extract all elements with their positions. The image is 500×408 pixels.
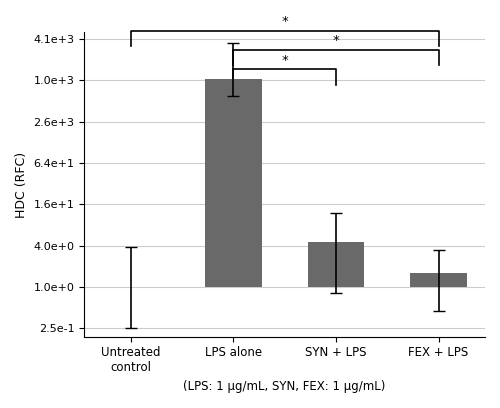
Text: *: * [282, 54, 288, 67]
Bar [205, 79, 262, 287]
Text: *: * [332, 34, 340, 47]
Y-axis label: HDC (RFC): HDC (RFC) [15, 151, 28, 217]
X-axis label: (LPS: 1 μg/mL, SYN, FEX: 1 μg/mL): (LPS: 1 μg/mL, SYN, FEX: 1 μg/mL) [184, 380, 386, 393]
Bar [308, 242, 364, 287]
Bar [410, 273, 467, 287]
Text: *: * [282, 15, 288, 28]
